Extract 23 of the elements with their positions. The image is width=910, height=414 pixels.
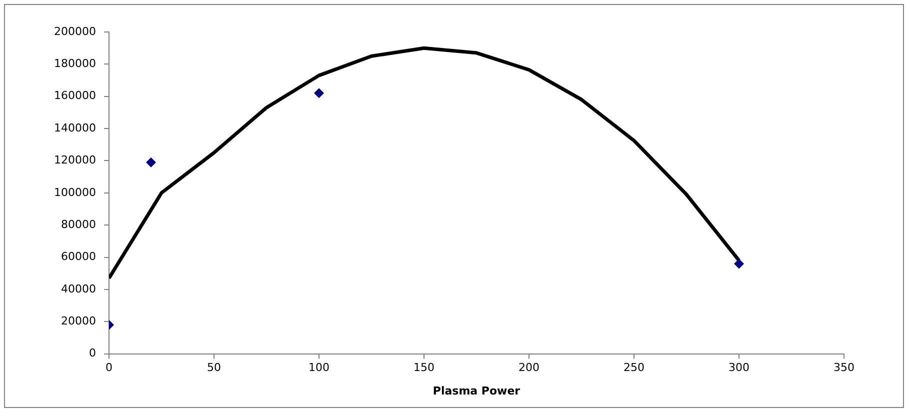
- point: [734, 258, 744, 269]
- x-tick-label: 200: [518, 361, 540, 374]
- y-tick-label: 180000: [54, 57, 96, 70]
- y-tick-label: 20000: [60, 314, 96, 328]
- y-tick-label: 140000: [54, 121, 96, 134]
- y-tick-label: 0: [88, 346, 96, 360]
- x-tick-label: 250: [624, 361, 644, 374]
- x-tick-label: 100: [308, 361, 330, 374]
- x-tick-label: 300: [728, 361, 750, 374]
- y-tick-label: 40000: [60, 282, 96, 296]
- y-tick-label: 160000: [54, 89, 96, 102]
- y-tick-label: 120000: [54, 154, 96, 167]
- x-tick-label: 150: [413, 361, 434, 374]
- y-tick-label: 60000: [60, 250, 96, 264]
- y-tick-label: 200000: [54, 24, 96, 38]
- x-tick-label: 350: [834, 361, 854, 374]
- y-tick-label: 80000: [60, 218, 96, 231]
- x-tick-label: 50: [206, 361, 221, 374]
- y-tick-label: 100000: [54, 186, 96, 199]
- x-axis-title: Plasma Power: [432, 384, 521, 398]
- point: [314, 88, 324, 98]
- point: [146, 157, 156, 168]
- x-tick-label: 0: [105, 361, 112, 374]
